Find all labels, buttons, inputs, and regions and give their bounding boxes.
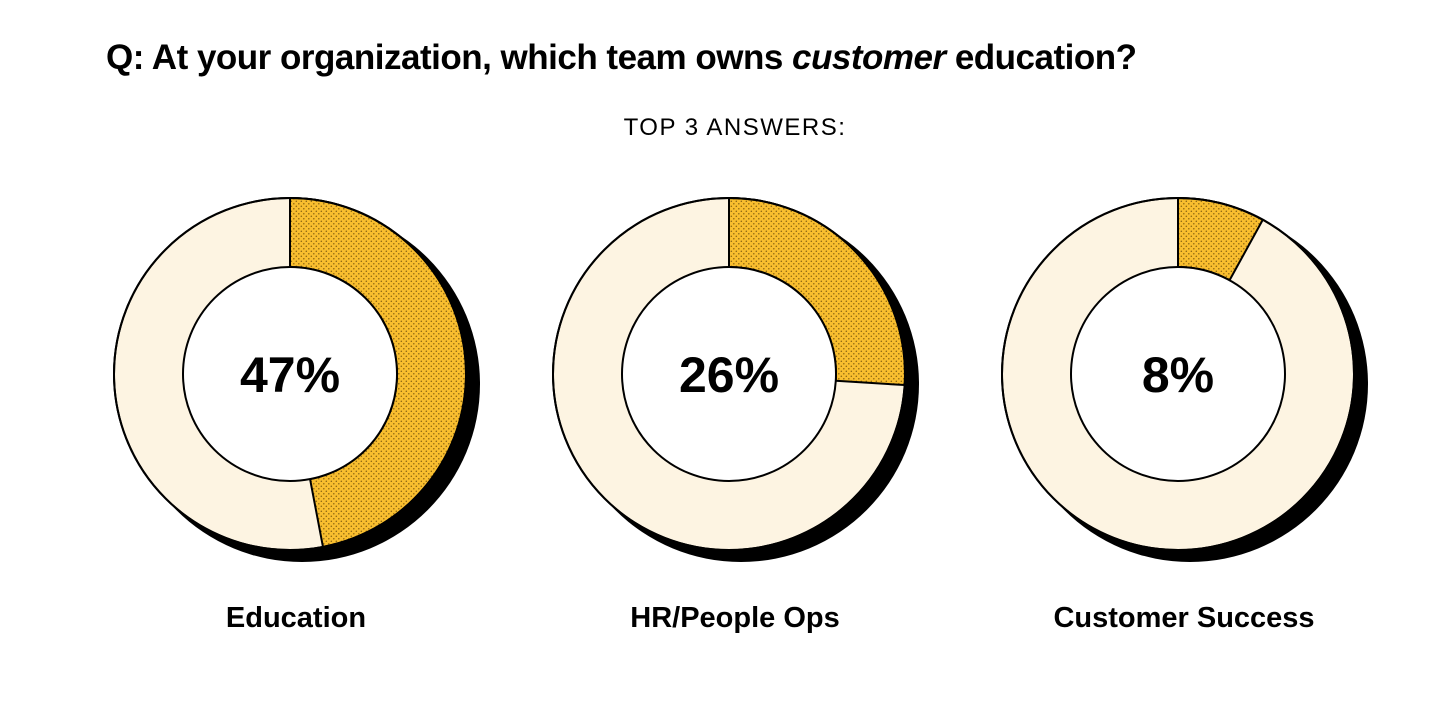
donut-hole <box>621 266 837 482</box>
donut-hole <box>182 266 398 482</box>
donut-category-label: Education <box>226 602 366 634</box>
donut-percent-label: 26% <box>679 347 779 403</box>
donut-1: 47% Education <box>113 197 480 634</box>
donut-percent-label: 8% <box>1142 347 1214 403</box>
donut-outline <box>1001 197 1355 551</box>
donut-3: 8% Customer Success <box>1001 197 1368 634</box>
subtitle: TOP 3 ANSWERS: <box>623 114 847 141</box>
donut-outline <box>552 197 906 551</box>
question-title: Q: At your organization, which team owns… <box>106 38 1137 78</box>
donut-2: 26% HR/People Ops <box>552 197 919 634</box>
title-text-end: education? <box>945 38 1137 77</box>
title-emphasis: customer <box>792 38 946 77</box>
donut-hole <box>1070 266 1286 482</box>
donut-category-label: Customer Success <box>1053 602 1314 634</box>
donut-category-label: HR/People Ops <box>630 602 840 634</box>
donut-outline <box>113 197 467 551</box>
donut-percent-label: 47% <box>240 347 340 403</box>
title-text-start: Q: At your organization, which team owns <box>106 38 793 77</box>
